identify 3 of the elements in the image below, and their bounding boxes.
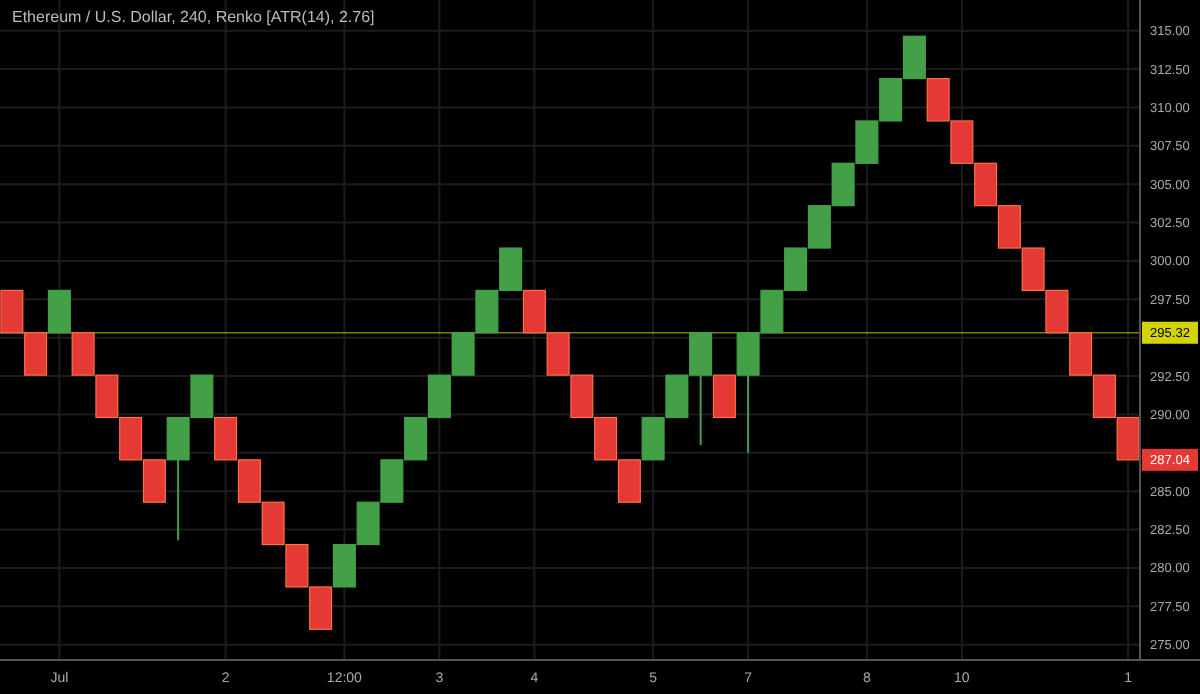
text: Ethereum / U.S. Dollar, 240, Renko [ATR(14), 2.76]	[12, 8, 375, 26]
candlestick	[47, 289, 71, 334]
candlestick	[712, 374, 736, 419]
